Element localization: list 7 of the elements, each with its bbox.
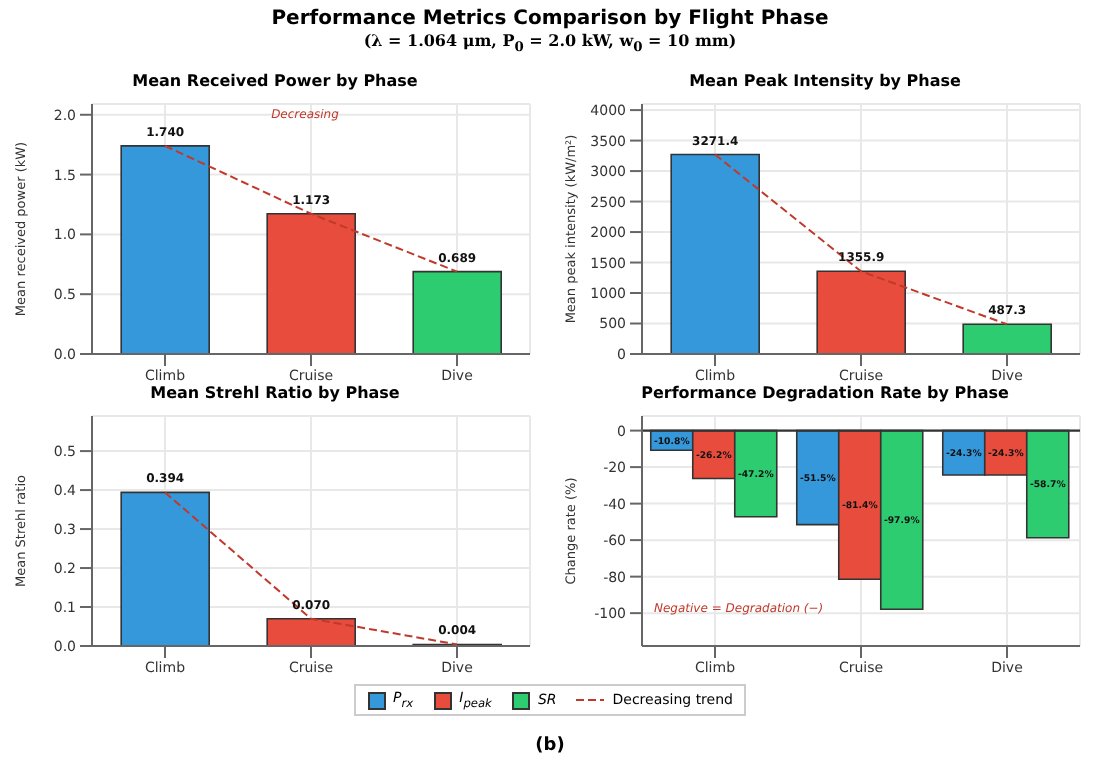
- text: (b): [535, 736, 565, 756]
- text: (λ = 1.064 μm, P$_{0}$ = 2.0 kW, w$_{0}$ = 10 mm): [363, 30, 737, 56]
- chart-title: Mean Received Power by Phase: [132, 72, 418, 90]
- chart-title: Performance Degradation Rate by Phase: [641, 384, 1009, 402]
- text: Performance Metrics Comparison by Flight Phase: [271, 8, 829, 30]
- chart-title: Mean Strehl Ratio by Phase: [150, 384, 400, 402]
- chart-title: Mean Peak Intensity by Phase: [689, 72, 961, 90]
